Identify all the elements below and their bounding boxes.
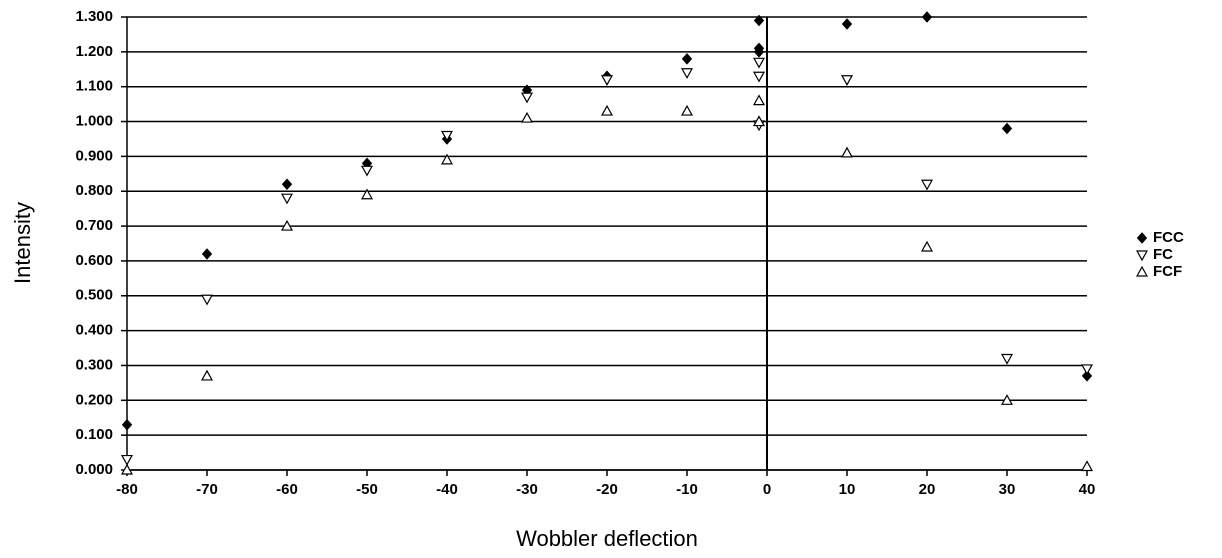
marker — [360, 188, 374, 200]
y-tick-label: 1.100 — [75, 78, 113, 95]
x-tick-label: -20 — [596, 481, 618, 498]
marker — [520, 111, 534, 123]
marker — [752, 57, 766, 69]
y-tick-label: 0.600 — [75, 252, 113, 269]
marker — [120, 454, 134, 466]
y-tick-label: 0.100 — [75, 426, 113, 443]
marker — [600, 104, 614, 116]
marker — [1000, 353, 1014, 365]
x-tick-label: -40 — [436, 481, 458, 498]
y-tick-label: 0.500 — [75, 287, 113, 304]
marker — [921, 11, 933, 23]
legend-marker — [1135, 250, 1149, 262]
y-tick-label: 0.300 — [75, 356, 113, 373]
marker — [440, 153, 454, 165]
marker — [1000, 394, 1014, 405]
marker — [280, 219, 294, 231]
y-tick-label: 0.800 — [75, 182, 113, 199]
marker — [201, 248, 213, 260]
marker — [1080, 460, 1094, 472]
marker — [280, 193, 294, 205]
y-tick-label: 0.000 — [75, 461, 113, 478]
x-tick-label: 20 — [919, 481, 936, 498]
marker — [200, 369, 214, 381]
x-tick-label: -10 — [676, 481, 698, 498]
marker — [121, 418, 133, 431]
legend-label: FCC — [1153, 229, 1184, 246]
x-tick-label: -30 — [516, 481, 538, 498]
marker — [680, 68, 694, 79]
x-tick-label: 0 — [763, 481, 771, 498]
legend-marker — [1135, 265, 1149, 277]
legend-label: FCF — [1153, 263, 1182, 280]
marker — [360, 165, 374, 177]
marker — [281, 178, 293, 191]
y-tick-label: 0.400 — [75, 322, 113, 339]
x-tick-label: 30 — [999, 481, 1016, 498]
marker — [752, 71, 766, 83]
marker — [753, 14, 765, 27]
marker — [120, 463, 134, 475]
marker — [1081, 370, 1093, 382]
marker — [440, 130, 454, 142]
x-tick-label: -70 — [196, 481, 218, 498]
x-tick-label: 40 — [1079, 481, 1096, 498]
marker — [600, 75, 614, 86]
marker — [1080, 364, 1094, 376]
x-tick-label: -80 — [116, 481, 138, 498]
marker — [1001, 122, 1013, 135]
marker — [920, 240, 934, 252]
y-axis-title: Intensity — [10, 202, 35, 284]
marker — [681, 53, 693, 65]
marker — [753, 46, 765, 58]
marker — [520, 92, 534, 104]
x-tick-label: -60 — [276, 481, 298, 498]
marker — [200, 294, 214, 306]
y-tick-label: 0.200 — [75, 391, 113, 408]
y-tick-label: 0.900 — [75, 147, 113, 164]
marker — [840, 75, 854, 86]
marker — [840, 146, 854, 158]
marker — [752, 115, 766, 127]
x-axis-title: Wobbler deflection — [516, 526, 698, 551]
y-tick-label: 1.300 — [75, 8, 113, 25]
y-tick-label: 0.700 — [75, 217, 113, 234]
legend-label: FC — [1153, 246, 1173, 263]
marker — [752, 94, 766, 106]
marker — [920, 179, 934, 191]
marker — [841, 18, 853, 30]
x-tick-label: -50 — [356, 481, 378, 498]
marker — [680, 104, 694, 116]
legend-marker — [1136, 232, 1148, 244]
y-tick-label: 1.200 — [75, 43, 113, 60]
y-tick-label: 1.000 — [75, 113, 113, 130]
x-tick-label: 10 — [839, 481, 856, 498]
